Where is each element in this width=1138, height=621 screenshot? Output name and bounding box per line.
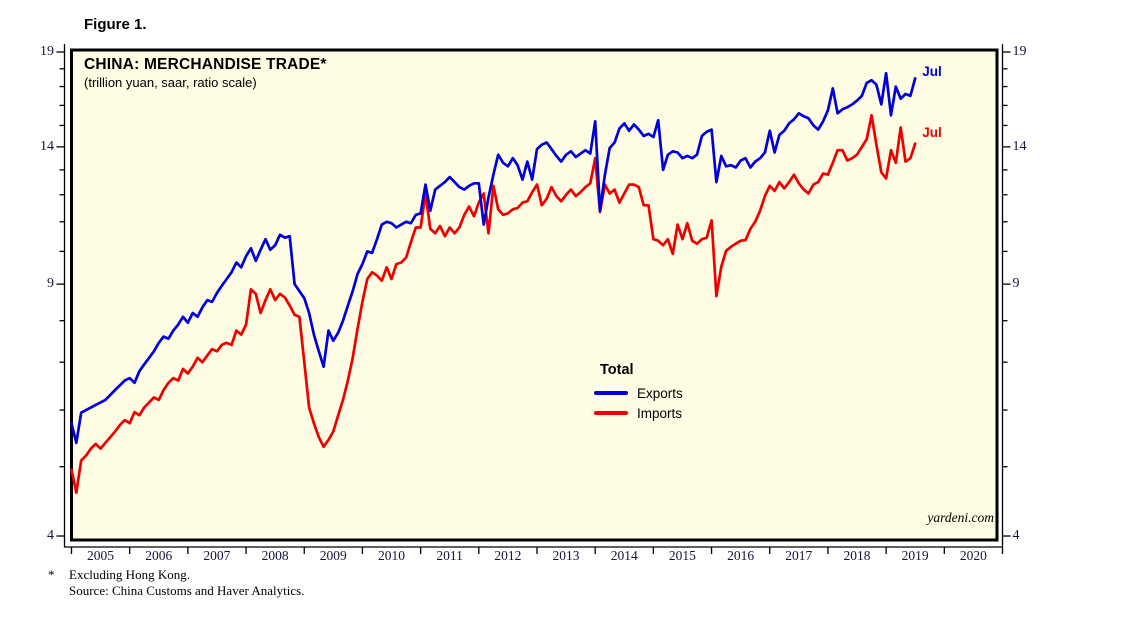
y-axis-tick-label-right: 14 [1012, 138, 1027, 154]
chart-subtitle: (trillion yuan, saar, ratio scale) [84, 75, 257, 90]
x-axis-year-label: 2020 [959, 548, 987, 563]
x-axis-year-label: 2009 [319, 548, 347, 563]
figure-label: Figure 1. [84, 16, 147, 33]
legend-item-exports: Exports [594, 383, 683, 403]
exports-end-label: Jul [922, 64, 942, 80]
y-axis-tick-label-right: 9 [1012, 276, 1020, 292]
footnote-text: Excluding Hong Kong. [69, 567, 190, 582]
x-axis-year-label: 2019 [901, 548, 929, 563]
x-axis-year-label: 2013 [552, 548, 580, 563]
footnote-marker: * [48, 567, 55, 582]
x-axis-year-label: 2007 [203, 548, 231, 563]
footnote-source: Source: China Customs and Haver Analytic… [69, 583, 305, 598]
x-axis-year-label: 2016 [727, 548, 755, 563]
y-axis-tick-label-left: 19 [40, 44, 54, 59]
x-axis-year-label: 2014 [610, 548, 638, 563]
x-axis-year-label: 2017 [785, 548, 813, 563]
chart-title: CHINA: MERCHANDISE TRADE* [84, 56, 327, 73]
x-axis-year-label: 2006 [145, 548, 173, 563]
x-axis-year-label: 2018 [843, 548, 871, 563]
y-axis-tick-label-left: 9 [47, 276, 54, 292]
x-axis-year-label: 2012 [494, 548, 522, 563]
legend-label-exports: Exports [637, 385, 683, 401]
x-axis-year-label: 2005 [87, 548, 114, 563]
x-axis-year-label: 2010 [377, 548, 405, 563]
legend-item-imports: Imports [594, 403, 683, 423]
x-axis-year-label: 2008 [261, 548, 289, 563]
x-axis-year-label: 2015 [668, 548, 696, 563]
legend-label-imports: Imports [637, 405, 683, 421]
legend: Total Exports Imports [594, 362, 683, 423]
imports-end-label: Jul [922, 124, 942, 140]
y-axis-tick-label-right: 4 [1012, 528, 1020, 543]
y-axis-tick-label-left: 4 [47, 528, 54, 543]
legend-title: Total [600, 362, 634, 378]
x-axis-year-label: 2011 [436, 548, 463, 563]
y-axis-tick-label-left: 14 [40, 138, 54, 154]
watermark: yardeni.com [927, 510, 994, 525]
exports-line-swatch [594, 391, 628, 395]
imports-line-swatch [594, 411, 628, 415]
y-axis-tick-label-right: 19 [1012, 44, 1027, 59]
